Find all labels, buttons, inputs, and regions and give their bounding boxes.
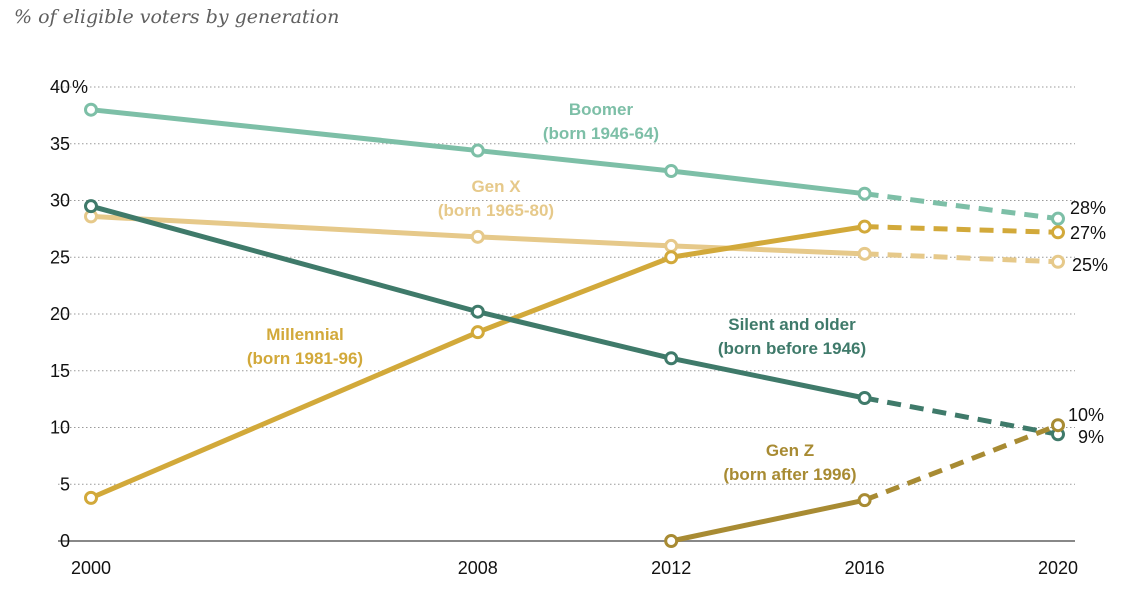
y-tick-label: 10 xyxy=(50,418,70,438)
series-name-label: Boomer xyxy=(569,100,634,119)
series-line-projected xyxy=(864,395,1059,437)
data-point xyxy=(1051,254,1065,269)
series-sublabel: (born before 1946) xyxy=(718,339,866,358)
data-point xyxy=(664,534,679,548)
data-point xyxy=(857,493,872,508)
data-point xyxy=(857,219,872,234)
axis-ticks: 0 5 10 15 20 25 30 35 40 % 2000 2008 2012 2016 2020 xyxy=(50,77,1078,578)
y-tick-unit: % xyxy=(72,77,88,97)
data-point xyxy=(857,246,872,261)
data-point xyxy=(1051,418,1065,433)
series-sublabel: (born 1965-80) xyxy=(438,201,554,220)
series-line-solid xyxy=(88,213,868,257)
x-tick-label: 2012 xyxy=(651,558,691,578)
data-point xyxy=(857,186,872,201)
x-tick-label: 2016 xyxy=(845,558,885,578)
y-tick-label: 5 xyxy=(60,474,70,494)
x-tick-label: 2020 xyxy=(1038,558,1078,578)
end-value-label: 9% xyxy=(1078,427,1104,447)
series-points xyxy=(84,102,1065,548)
y-tick-label: 15 xyxy=(50,361,70,381)
gridlines xyxy=(58,86,1075,542)
series-line-projected xyxy=(864,224,1059,235)
data-point xyxy=(664,238,679,253)
series-line-projected xyxy=(863,422,1059,503)
y-tick-label: 0 xyxy=(60,531,70,551)
series-name-label: Gen Z xyxy=(766,441,814,460)
series-name-label: Millennial xyxy=(266,325,343,344)
data-point xyxy=(1051,225,1065,240)
series-line-solid xyxy=(88,203,868,401)
series-name-label: Silent and older xyxy=(728,315,856,334)
end-value-label: 28% xyxy=(1070,198,1106,218)
data-point xyxy=(84,490,98,505)
data-point xyxy=(470,229,485,244)
y-tick-label: 40 xyxy=(50,77,70,97)
end-value-label: 25% xyxy=(1072,255,1108,275)
series-line-projected xyxy=(864,251,1059,265)
series-name-label: Gen X xyxy=(471,177,521,196)
data-point xyxy=(470,143,485,158)
chart-subtitle: % of eligible voters by generation xyxy=(14,6,340,28)
series-sublabel: (born 1981-96) xyxy=(247,349,363,368)
data-point xyxy=(84,199,98,214)
y-tick-label: 35 xyxy=(50,134,70,154)
data-point xyxy=(857,390,872,405)
series-lines xyxy=(88,107,1059,544)
series-line-projected xyxy=(864,191,1059,222)
data-point xyxy=(664,250,679,265)
y-tick-label: 20 xyxy=(50,304,70,324)
series-line-solid xyxy=(668,497,868,544)
series-line-solid xyxy=(88,224,868,501)
data-point xyxy=(664,163,679,178)
data-point xyxy=(664,351,679,366)
series-sublabel: (born after 1996) xyxy=(723,465,856,484)
series-sublabel: (born 1946-64) xyxy=(543,124,659,143)
y-tick-label: 25 xyxy=(50,247,70,267)
end-value-label: 27% xyxy=(1070,223,1106,243)
x-tick-label: 2008 xyxy=(458,558,498,578)
end-value-label: 10% xyxy=(1068,405,1104,425)
x-tick-label: 2000 xyxy=(71,558,111,578)
data-point xyxy=(470,325,485,340)
data-point xyxy=(1051,211,1065,226)
data-point xyxy=(470,304,485,319)
series-line-solid xyxy=(88,107,868,197)
series-labels: Boomer (born 1946-64) Gen X (born 1965-80) M… xyxy=(247,100,1108,484)
y-tick-label: 30 xyxy=(50,191,70,211)
data-point xyxy=(84,102,98,117)
